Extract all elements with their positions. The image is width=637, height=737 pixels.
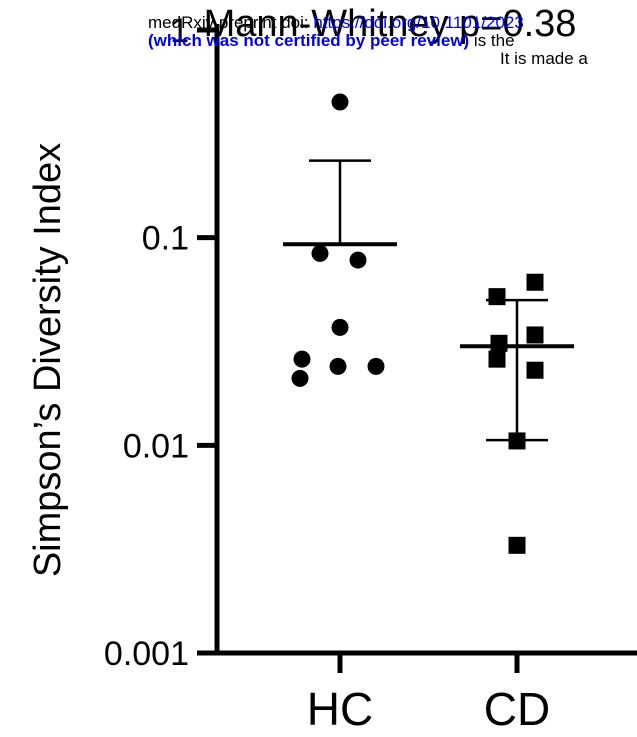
y-tick-label: 1 — [170, 12, 189, 50]
x-tick-label: HC — [307, 683, 373, 735]
data-point — [349, 251, 367, 269]
axes: 1 0.1 0.01 0.001 HC CD — [104, 12, 637, 735]
y-axis-label: Simpson’s Diversity Index — [27, 143, 69, 577]
data-point — [488, 350, 506, 368]
data-point — [293, 350, 311, 368]
data-point — [526, 273, 544, 291]
chart-title: Mann-Whitney p=0.38 — [204, 3, 577, 45]
data-point — [291, 369, 309, 387]
data-point — [490, 334, 508, 352]
data-point — [367, 357, 385, 375]
data-point — [331, 93, 349, 111]
y-tick-label: 0.01 — [123, 427, 189, 465]
data-point — [526, 326, 544, 344]
data-point — [311, 244, 329, 262]
data-point — [488, 288, 506, 306]
y-tick-label: 0.001 — [104, 635, 189, 673]
data-point — [331, 318, 349, 336]
y-tick-label: 0.1 — [142, 220, 189, 258]
data-point — [526, 361, 544, 379]
data-point — [508, 432, 526, 450]
data-point — [508, 536, 526, 554]
data-marks — [283, 93, 574, 554]
data-point — [329, 357, 347, 375]
x-tick-label: CD — [484, 683, 550, 735]
